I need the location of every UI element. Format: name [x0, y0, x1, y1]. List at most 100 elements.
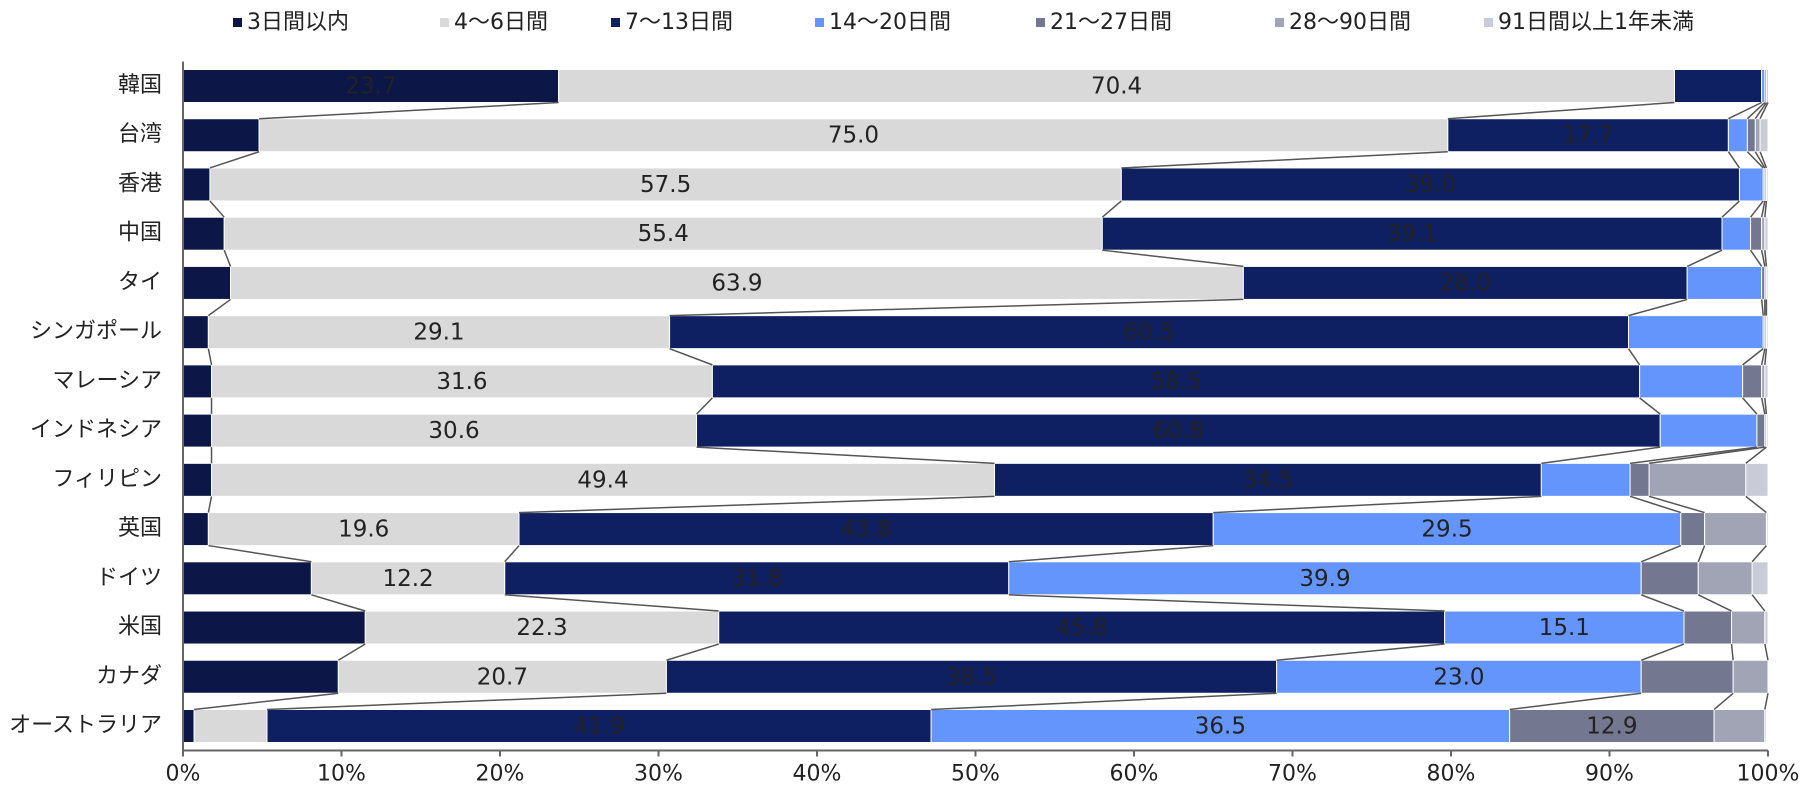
connector	[1697, 545, 1706, 563]
bar-segment	[1745, 462, 1769, 497]
connector	[1745, 495, 1767, 514]
legend-label: 4～6日間	[454, 10, 548, 35]
legend-swatch	[233, 18, 242, 27]
bar-segment	[1101, 216, 1723, 251]
bar-segment	[1765, 413, 1769, 448]
bar-segment	[258, 118, 1449, 153]
bar-segment	[182, 315, 209, 350]
bar-segment	[182, 610, 366, 645]
data-label: 55.4	[638, 221, 689, 247]
bar-segment	[1008, 561, 1642, 596]
connector	[259, 101, 559, 120]
connector	[1754, 151, 1766, 169]
data-label: 49.4	[577, 467, 628, 493]
bar-segment	[1727, 118, 1748, 153]
bar-segment	[1242, 265, 1688, 300]
data-label: 34.5	[1242, 467, 1293, 493]
x-tick-label: 70%	[1268, 761, 1317, 786]
bar-segment	[1640, 659, 1734, 694]
connector	[223, 249, 232, 267]
data-label: 17.7	[1562, 123, 1613, 149]
connector	[1648, 495, 1705, 514]
data-label: 28.0	[1440, 270, 1491, 296]
data-label: 31.6	[436, 369, 487, 395]
connector	[266, 692, 667, 711]
data-label: 12.2	[382, 566, 433, 592]
bar-segment	[1640, 561, 1699, 596]
legend-swatch	[1036, 18, 1045, 27]
connector	[209, 151, 260, 169]
connector	[1121, 150, 1448, 169]
bar-segment	[182, 118, 260, 153]
legend-swatch	[1275, 18, 1284, 27]
connector	[1759, 151, 1768, 169]
data-label: 29.1	[413, 320, 464, 346]
data-label: 23.7	[345, 74, 396, 100]
connector	[1008, 594, 1445, 612]
connector	[1640, 544, 1682, 563]
data-label: 36.5	[1195, 713, 1246, 739]
bar-segment	[1764, 364, 1769, 399]
bar-segment	[1754, 118, 1761, 153]
connector	[1101, 200, 1122, 218]
bar-segment	[1673, 69, 1763, 103]
connector	[1686, 249, 1723, 268]
data-label: 39.1	[1387, 221, 1438, 247]
data-label: 43.8	[841, 517, 892, 543]
connector	[1627, 348, 1641, 366]
bar-segment	[1444, 610, 1685, 645]
connector	[1721, 200, 1740, 218]
connector	[1764, 693, 1769, 710]
bar-segment	[1751, 561, 1769, 596]
bar-segment	[182, 413, 213, 448]
connector	[504, 594, 719, 612]
y-tick-label: 英国	[118, 516, 162, 541]
connector	[696, 397, 713, 415]
connector	[1742, 397, 1758, 415]
connector	[337, 643, 366, 661]
legend-label: 14～20日間	[829, 10, 951, 35]
connector	[1759, 102, 1769, 120]
connector	[1713, 692, 1734, 711]
connector	[1639, 397, 1661, 415]
connector	[1749, 200, 1764, 218]
y-tick-label: シンガポール	[30, 319, 162, 344]
connector	[1628, 298, 1688, 317]
bar-segment	[711, 364, 1641, 399]
bar-segment	[665, 659, 1278, 694]
y-tick-label: カナダ	[96, 664, 162, 689]
bar-segment	[1540, 462, 1631, 497]
y-tick-label: タイ	[118, 270, 162, 295]
x-tick-label: 90%	[1585, 761, 1634, 786]
bar-segment	[1704, 512, 1767, 547]
connector	[1760, 348, 1766, 366]
bar-segment	[1686, 265, 1763, 300]
connector	[504, 545, 520, 563]
connector	[1760, 397, 1766, 415]
bar-segment	[1509, 708, 1715, 743]
data-label: 60.8	[1153, 418, 1204, 444]
bar-segment	[182, 167, 211, 202]
bar-segment	[1120, 167, 1740, 202]
y-tick-label: 台湾	[118, 122, 162, 147]
bar-segment	[193, 708, 268, 743]
bar-segment	[207, 512, 520, 547]
data-label: 60.5	[1123, 320, 1174, 346]
bar-segment	[1765, 315, 1769, 350]
connector	[669, 298, 1244, 317]
bar-segment	[1742, 364, 1763, 399]
bar-segment	[669, 315, 1630, 350]
bar-segment	[182, 69, 560, 103]
bar-segment	[266, 708, 932, 743]
bar-segment	[1648, 462, 1747, 497]
connector	[1751, 594, 1766, 612]
legend-label: 28～90日間	[1289, 10, 1411, 35]
bar-segment	[207, 315, 671, 350]
connector	[1764, 643, 1769, 661]
bar-segment	[1680, 512, 1706, 547]
y-tick-label: インドネシア	[30, 418, 162, 443]
connector	[1742, 348, 1764, 366]
connector	[696, 446, 995, 465]
bar-segment	[337, 659, 667, 694]
bar-segment	[1639, 364, 1744, 399]
